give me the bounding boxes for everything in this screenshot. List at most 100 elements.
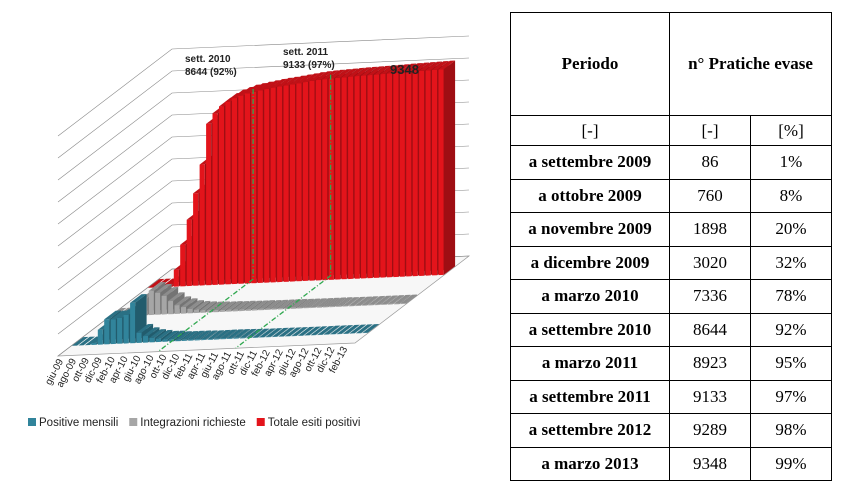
bar-top: [386, 64, 404, 74]
bar-top: [290, 75, 307, 85]
bar-front: [406, 71, 412, 277]
grid-line: [57, 57, 470, 159]
bar-top: [244, 84, 262, 94]
bar-top: [323, 325, 341, 335]
table-cell: a dicembre 2009: [510, 245, 670, 280]
bar-top: [335, 69, 352, 78]
bar-front: [335, 305, 342, 307]
bar-front: [309, 80, 315, 281]
bar-top: [220, 329, 237, 339]
bar-front: [393, 72, 399, 278]
bar-front: [180, 244, 186, 287]
bar-front: [335, 77, 341, 280]
bar-front: [348, 305, 354, 307]
bar-side: [270, 328, 283, 338]
bar-top: [200, 301, 217, 311]
bar-front: [239, 337, 245, 339]
bar-top: [348, 67, 365, 77]
table-cell: 1%: [750, 145, 832, 180]
bar: [335, 297, 353, 307]
bar-side: [322, 325, 334, 335]
bar-front: [264, 88, 270, 283]
bar-side: [316, 326, 328, 336]
bar-front: [323, 306, 329, 308]
bar: [147, 278, 165, 288]
bar-front: [181, 339, 187, 341]
bar: [285, 327, 302, 337]
bar-top: [400, 294, 418, 304]
bar-top: [343, 324, 360, 334]
bar-front: [220, 338, 226, 340]
bar-front: [290, 307, 296, 309]
bar-side: [354, 324, 367, 334]
bar-front: [400, 303, 406, 305]
bar-top: [207, 330, 225, 340]
bar-top: [373, 65, 391, 75]
table-cell: a marzo 2011: [510, 346, 670, 381]
bar: [303, 298, 321, 309]
bar-top: [304, 326, 321, 336]
bar-side: [238, 329, 250, 339]
bar-top: [361, 296, 379, 306]
bar-side: [174, 330, 186, 342]
bar-top: [226, 329, 244, 339]
bar-side: [315, 298, 327, 308]
bar-top: [310, 298, 327, 308]
bar-side: [289, 299, 301, 309]
legend-label: Totale esiti positivi: [268, 417, 361, 429]
bar: [297, 326, 315, 336]
bar-front: [225, 101, 231, 285]
bar: [394, 294, 411, 305]
table-cell: 8%: [750, 178, 832, 213]
bar: [272, 327, 289, 338]
bar-front: [387, 303, 393, 305]
bar-top: [226, 301, 243, 310]
bar-side: [399, 294, 411, 305]
bar-top: [329, 297, 346, 307]
bar-top: [283, 76, 301, 86]
bar-side: [295, 298, 308, 309]
bar: [374, 295, 392, 306]
bar: [297, 298, 314, 309]
bar-front: [355, 305, 361, 307]
table-cell: 32%: [750, 245, 832, 280]
bar-front: [419, 70, 425, 276]
bar: [342, 297, 359, 307]
bar-front: [257, 90, 263, 283]
bar: [355, 296, 372, 307]
bar-side: [302, 298, 314, 309]
header-cell: Periodo: [510, 12, 670, 116]
bar-side: [379, 295, 392, 305]
bar-top: [356, 324, 373, 334]
bar-front: [412, 71, 418, 277]
annotation: sett. 2010: [185, 54, 231, 65]
bar-top: [309, 72, 326, 81]
unit-cell: [-]: [510, 115, 670, 146]
bar-front: [277, 308, 283, 310]
leader-line: [157, 89, 254, 353]
bar-side: [225, 329, 237, 340]
bar-side: [347, 297, 359, 307]
bar-top: [187, 300, 204, 309]
bar: [258, 300, 275, 311]
leader-line: [235, 74, 332, 349]
table-cell: 86: [669, 145, 751, 180]
bar-front: [394, 303, 400, 305]
bar: [310, 298, 327, 309]
bar-top: [155, 329, 173, 339]
bar: [194, 330, 212, 341]
bar-top: [270, 78, 288, 88]
bar-front: [322, 79, 328, 281]
bar-front: [278, 336, 284, 337]
bar-front: [148, 290, 154, 316]
bar-side: [392, 295, 405, 305]
legend-label: Integrazioni richieste: [140, 417, 245, 429]
bar-front: [349, 333, 355, 334]
bar-side: [328, 325, 341, 335]
bar: [348, 296, 366, 307]
bar-side: [367, 324, 380, 333]
bar-top: [335, 297, 353, 307]
bar-front: [193, 193, 199, 286]
bar-front: [231, 98, 237, 285]
bar-side: [219, 329, 231, 340]
